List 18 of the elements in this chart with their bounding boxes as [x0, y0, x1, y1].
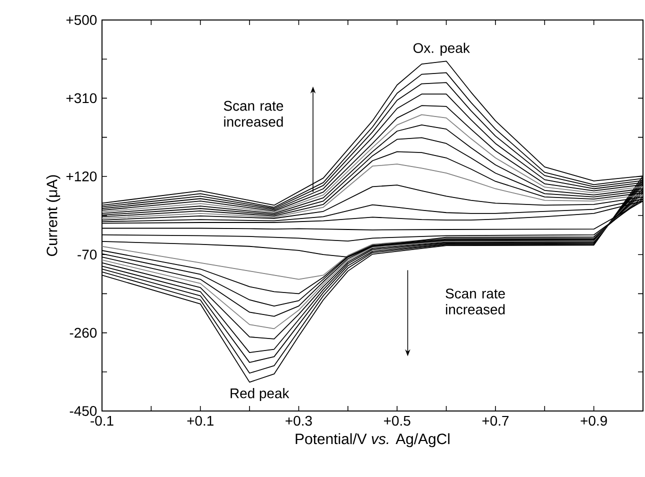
x-tick-label: +0.7 — [482, 416, 509, 426]
annotation: Scan rate increased — [446, 288, 505, 314]
y-axis-title: Current (μA) — [46, 175, 60, 256]
y-tick-label: -450 — [70, 406, 97, 416]
x-tick-label: +0.5 — [384, 416, 410, 426]
x-tick-label: +0.9 — [580, 416, 607, 426]
x-tick-label: -0.1 — [90, 416, 114, 426]
x-axis-title: Potential/V vs. Ag/AgCl — [296, 433, 450, 448]
annotation: Red peak — [230, 388, 290, 402]
annotation: Ox. peak — [413, 42, 470, 56]
y-tick-label: +500 — [66, 15, 97, 25]
annotation: Scan rate increased — [224, 100, 284, 127]
y-tick-label: +310 — [66, 93, 97, 104]
y-tick-label: -260 — [70, 328, 97, 338]
x-tick-label: +0.1 — [187, 416, 214, 426]
y-tick-label: +120 — [66, 171, 97, 182]
x-tick-label: +0.3 — [286, 416, 312, 426]
y-tick-label: -70 — [78, 250, 97, 260]
